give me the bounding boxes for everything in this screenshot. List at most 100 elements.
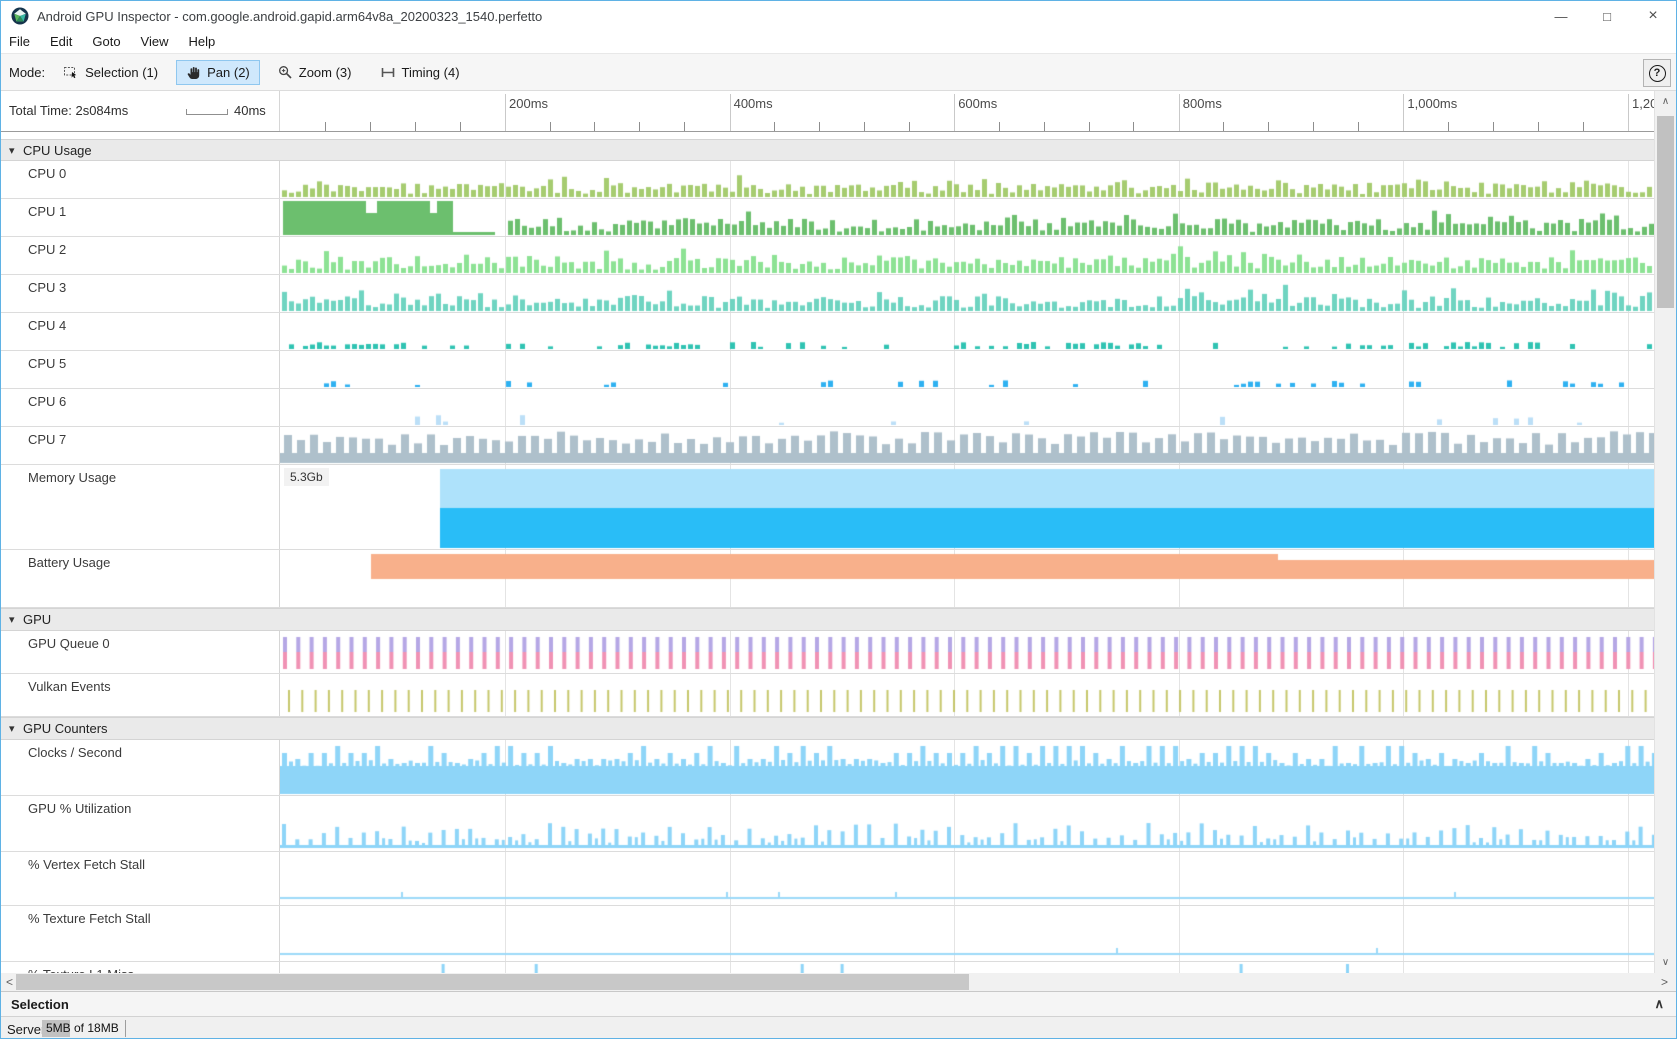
track-canvas-cpu-0[interactable] <box>280 161 1660 198</box>
ruler-minor-tick <box>1044 122 1045 131</box>
collapse-caret-icon[interactable]: ▾ <box>9 723 15 735</box>
track-label-cell: Battery Usage <box>1 550 280 607</box>
vertical-scrollbar[interactable]: ∧ ∨ <box>1654 91 1676 973</box>
track-canvas-gpu-queue-0[interactable] <box>280 631 1660 673</box>
selection-panel-header[interactable]: Selection ∧ <box>1 991 1676 1016</box>
menu-goto[interactable]: Goto <box>92 34 121 49</box>
ruler-minor-tick <box>370 122 371 131</box>
ruler-minor-tick <box>1358 122 1359 131</box>
track-label-cell: CPU 6 <box>1 389 280 426</box>
mode-button-timing[interactable]: Timing (4) <box>370 60 470 85</box>
track-label-cpu-7: CPU 7 <box>28 432 67 447</box>
memory-value-label: 5.3Gb <box>284 468 329 486</box>
track-row-battery-usage: Battery Usage <box>1 550 1676 608</box>
track-canvas-battery-usage[interactable] <box>280 550 1660 607</box>
track-canvas-cpu-4[interactable] <box>280 313 1660 350</box>
collapse-caret-icon[interactable]: ▾ <box>9 614 15 626</box>
ruler-minor-tick <box>819 122 820 131</box>
vertical-scrollbar-thumb[interactable] <box>1657 116 1674 308</box>
track-row-gpu-queue-0: GPU Queue 0 <box>1 631 1676 674</box>
track-label-vertex-fetch-stall: % Vertex Fetch Stall <box>28 857 146 872</box>
track-label-gpu-queue-0: GPU Queue 0 <box>28 636 110 651</box>
track-label-cpu-1: CPU 1 <box>28 204 67 219</box>
ruler-minor-tick <box>639 122 640 131</box>
selection-icon <box>63 65 79 80</box>
track-canvas-vulkan-events[interactable] <box>280 674 1660 716</box>
scroll-left-arrow-icon[interactable]: < <box>5 975 13 989</box>
track-label-memory-usage: Memory Usage <box>28 470 117 485</box>
ruler-minor-tick <box>1448 122 1449 131</box>
ruler-major-tick <box>729 94 731 131</box>
pan-icon <box>186 65 201 80</box>
track-canvas-texture-l1-miss[interactable] <box>280 962 1660 973</box>
mode-toolbar: Mode: Selection (1) Pan (2) Zoom (3) Timing… <box>1 53 1676 91</box>
track-canvas-cpu-3[interactable] <box>280 275 1660 312</box>
tracks-top-spacer <box>1 132 1676 139</box>
ruler-minor-tick <box>1133 122 1134 131</box>
group-header-gpu-counters[interactable]: ▾ GPU Counters <box>1 717 1676 740</box>
collapse-panel-icon[interactable]: ∧ <box>1654 996 1664 1011</box>
mode-button-zoom[interactable]: Zoom (3) <box>268 60 362 85</box>
track-canvas-vertex-fetch-stall[interactable] <box>280 852 1660 905</box>
collapse-caret-icon[interactable]: ▾ <box>9 144 15 157</box>
ruler-major-tick <box>1403 94 1405 131</box>
ruler-minor-tick <box>864 122 865 131</box>
horizontal-scrollbar-thumb[interactable] <box>16 974 969 990</box>
track-canvas-cpu-1[interactable] <box>280 199 1660 236</box>
track-row-cpu-3: CPU 3 <box>1 275 1676 313</box>
track-label-texture-fetch-stall: % Texture Fetch Stall <box>28 911 151 926</box>
menu-view[interactable]: View <box>140 34 169 49</box>
ruler-major-tick <box>1178 94 1180 131</box>
track-canvas-cpu-6[interactable] <box>280 389 1660 426</box>
track-label-cell: CPU 7 <box>1 427 280 464</box>
menu-edit[interactable]: Edit <box>49 34 73 49</box>
track-canvas-texture-fetch-stall[interactable] <box>280 906 1660 961</box>
ruler-minor-tick <box>1538 122 1539 131</box>
track-canvas-cpu-5[interactable] <box>280 351 1660 388</box>
track-label-cell: CPU 1 <box>1 199 280 236</box>
menu-bar: File Edit Goto View Help <box>1 31 1676 53</box>
ruler-minor-tick <box>999 122 1000 131</box>
window-title: Android GPU Inspector - com.google.andro… <box>37 8 543 24</box>
ruler-label-400ms: 400ms <box>733 96 773 111</box>
track-label-cell: CPU 2 <box>1 237 280 274</box>
track-label-cell: CPU 3 <box>1 275 280 312</box>
horizontal-scrollbar[interactable]: < > <box>1 973 1676 991</box>
track-canvas-clocks-second[interactable] <box>280 740 1660 795</box>
menu-help[interactable]: Help <box>188 34 216 49</box>
track-row-cpu-4: CPU 4 <box>1 313 1676 351</box>
scroll-right-arrow-icon[interactable]: > <box>1660 975 1668 989</box>
mode-button-label: Pan (2) <box>207 64 250 80</box>
group-header-gpu[interactable]: ▾ GPU <box>1 608 1676 631</box>
ruler-minor-tick <box>550 122 551 131</box>
track-row-cpu-1: CPU 1 <box>1 199 1676 237</box>
scroll-down-arrow-icon[interactable]: ∨ <box>1661 957 1670 968</box>
ruler-minor-tick <box>909 122 910 131</box>
minimize-button[interactable]: — <box>1554 8 1568 24</box>
scroll-up-arrow-icon[interactable]: ∧ <box>1661 96 1670 107</box>
track-label-vulkan-events: Vulkan Events <box>28 679 111 694</box>
menu-file[interactable]: File <box>9 34 30 49</box>
track-label-battery-usage: Battery Usage <box>28 555 111 570</box>
status-bar: Server: 5MB of 18MB <box>1 1016 1676 1038</box>
track-label-cell: CPU 0 <box>1 161 280 198</box>
track-label-cell: % Texture L1 Miss <box>1 962 280 973</box>
title-bar: Android GPU Inspector - com.google.andro… <box>1 1 1676 31</box>
maximize-button[interactable]: □ <box>1603 8 1611 24</box>
mode-button-pan[interactable]: Pan (2) <box>176 59 260 85</box>
ruler-ticks[interactable]: 200ms 400ms 600ms 800ms 1,000ms 1,200ms <box>280 91 1660 131</box>
help-button[interactable]: ? <box>1643 59 1671 87</box>
mode-button-label: Selection (1) <box>85 64 159 80</box>
window-controls: — □ × <box>1538 1 1676 31</box>
track-canvas-memory-usage[interactable] <box>280 465 1660 549</box>
track-canvas-cpu-7[interactable] <box>280 427 1660 464</box>
ruler-major-tick <box>1628 94 1629 131</box>
track-canvas-gpu-utilization[interactable] <box>280 796 1660 851</box>
close-button[interactable]: × <box>1648 7 1658 24</box>
track-row-vertex-fetch-stall: % Vertex Fetch Stall <box>1 852 1676 906</box>
mode-button-selection[interactable]: Selection (1) <box>53 60 168 85</box>
ruler-minor-tick <box>415 122 416 131</box>
group-header-cpu-usage[interactable]: ▾ CPU Usage <box>1 139 1676 161</box>
track-label-cell: CPU 4 <box>1 313 280 350</box>
track-canvas-cpu-2[interactable] <box>280 237 1660 274</box>
